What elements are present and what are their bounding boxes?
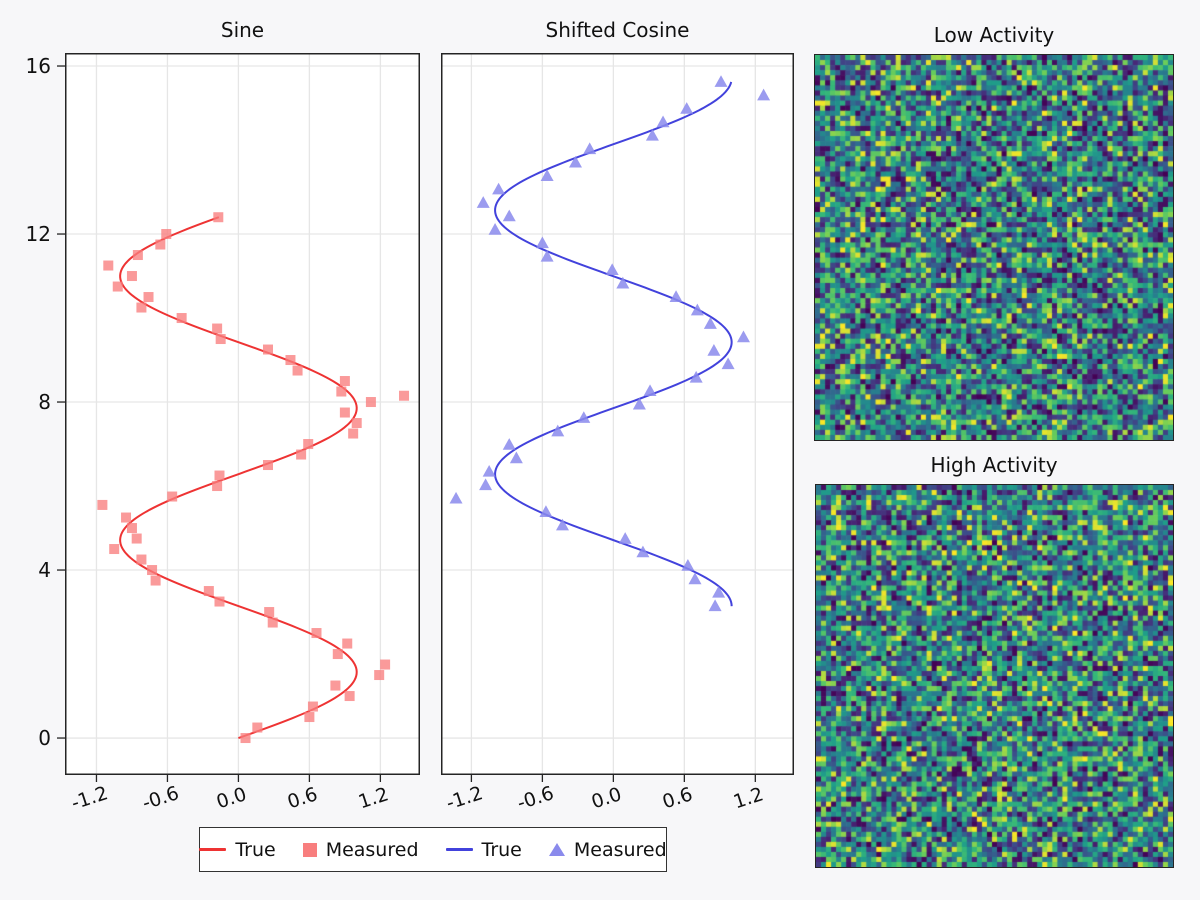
legend-item-cosine-measured: Measured [548,838,667,861]
shifted-cosine-panel-title: Shifted Cosine [545,18,690,42]
blue-triangle-swatch [548,843,565,856]
sine-axes: -1.2 -0.6 0.0 0.6 1.2 0 4 8 12 16 [26,53,420,814]
legend: True Measured True Measured [199,827,667,872]
legend-item-sine-true: True [199,838,276,861]
red-square-swatch [302,842,317,857]
high-activity-heatmap [815,484,1174,868]
svg-text:-1.2: -1.2 [444,782,486,814]
red-line-swatch [199,847,227,852]
svg-text:16: 16 [26,54,51,78]
svg-text:-0.6: -0.6 [514,782,556,814]
legend-label: Measured [325,838,419,861]
svg-text:1.2: 1.2 [731,783,767,813]
legend-item-sine-measured: Measured [302,838,419,861]
legend-label: True [235,838,276,861]
svg-text:0.6: 0.6 [660,783,696,813]
svg-text:4: 4 [38,558,51,582]
blue-line-swatch [445,847,473,852]
svg-text:0.0: 0.0 [214,783,250,813]
sine-panel-title: Sine [220,18,265,42]
high-activity-title: High Activity [930,453,1058,477]
legend-label: True [481,838,522,861]
low-activity-title: Low Activity [933,23,1055,47]
svg-text:12: 12 [26,222,51,246]
svg-text:0: 0 [38,726,51,750]
svg-text:1.2: 1.2 [356,783,392,813]
svg-text:-0.6: -0.6 [140,782,182,814]
svg-text:0.6: 0.6 [285,783,321,813]
svg-text:8: 8 [38,390,51,414]
shifted-cosine-axes: -1.2 -0.6 0.0 0.6 1.2 [441,53,794,814]
low-activity-heatmap [814,54,1174,441]
svg-text:0.0: 0.0 [589,783,625,813]
legend-item-cosine-true: True [445,838,522,861]
svg-text:-1.2: -1.2 [69,782,111,814]
legend-label: Measured [573,838,667,861]
